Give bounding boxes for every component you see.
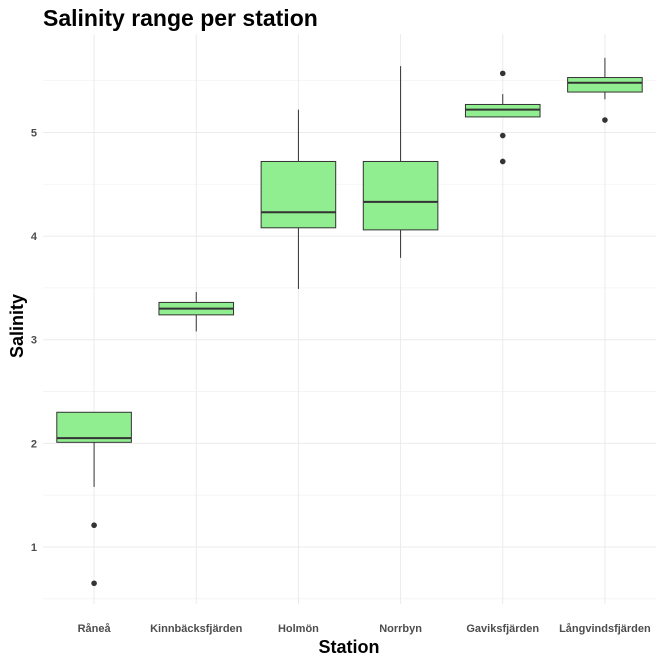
x-tick-label: Kinnbäcksfjärden: [150, 623, 243, 635]
x-tick-label: Långvindsfjärden: [559, 623, 651, 635]
y-tick-label: 5: [31, 127, 37, 139]
y-tick-label: 4: [31, 231, 38, 243]
outlier-point: [602, 117, 608, 123]
iqr-box: [567, 77, 643, 93]
y-tick-label: 1: [31, 542, 37, 554]
y-tick-label: 3: [31, 335, 37, 347]
x-tick-label: Norrbyn: [379, 623, 422, 635]
iqr-box: [260, 160, 337, 229]
grid-lines: [43, 34, 656, 604]
outlier-point: [91, 522, 97, 529]
tick-labels: 1 2 3 4 5 Råneå Kinnbäcksfjärden Holmön Norrbyn G…: [31, 127, 651, 635]
boxplot-boxes: [56, 57, 643, 587]
iqr-box: [362, 160, 439, 231]
box-group: [56, 411, 132, 587]
x-tick-label: Råneå: [78, 623, 112, 635]
iqr-box: [464, 103, 541, 118]
y-axis-title: Salinity: [7, 294, 27, 358]
x-axis-title: Station: [319, 637, 380, 657]
outlier-point: [91, 580, 97, 587]
box-group: [464, 70, 541, 165]
outlier-point: [499, 70, 506, 77]
x-tick-label: Gaviksfjärden: [466, 623, 539, 635]
box-group: [567, 57, 643, 123]
chart-title: Salinity range per station: [43, 5, 318, 31]
box-group: [362, 66, 439, 258]
outlier-point: [499, 132, 506, 139]
outlier-point: [499, 158, 506, 165]
box-group: [158, 292, 235, 332]
x-tick-label: Holmön: [278, 623, 319, 635]
y-tick-label: 2: [31, 438, 37, 450]
box-group: [260, 109, 337, 289]
